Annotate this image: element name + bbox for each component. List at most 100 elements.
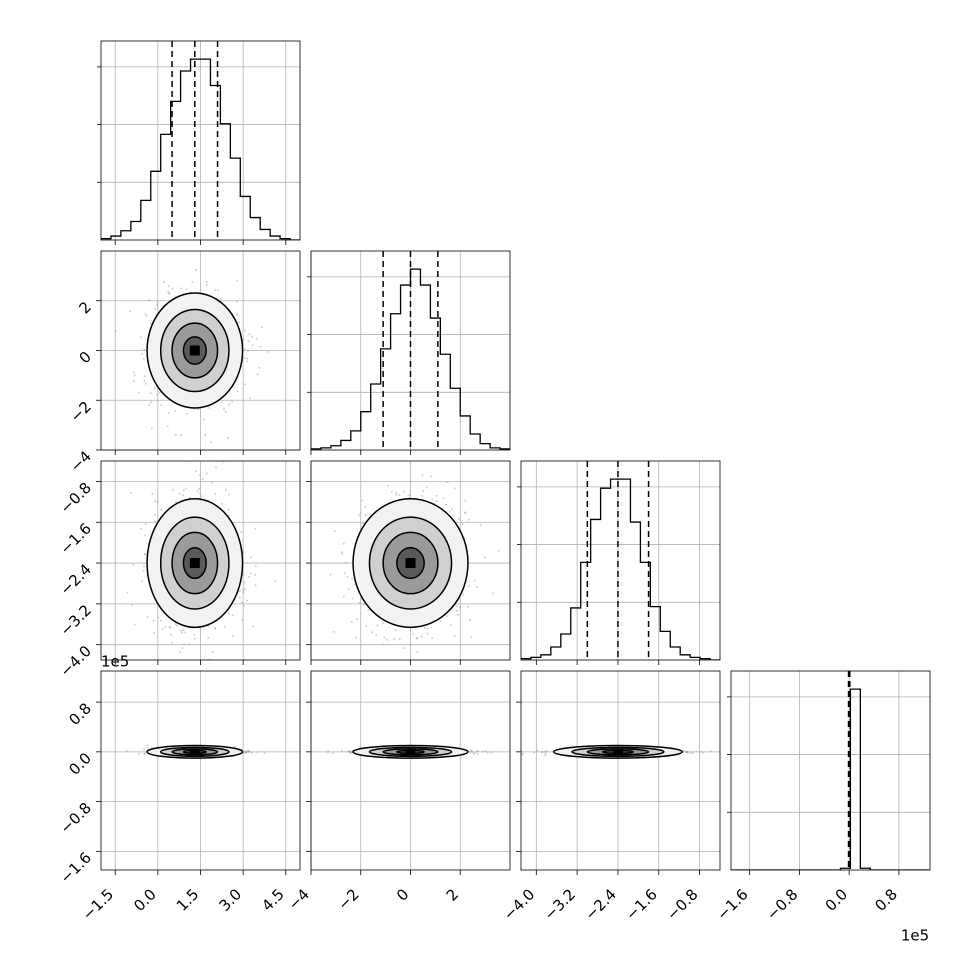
sample-point [182, 494, 185, 497]
histogram-panel-1 [307, 250, 511, 455]
sample-point [464, 511, 467, 514]
sample-point [174, 409, 177, 412]
density-contour-3-0-1 [159, 746, 230, 758]
sample-point [242, 591, 245, 594]
sample-point [142, 569, 145, 572]
sample-point [227, 403, 230, 406]
sample-point [141, 352, 144, 355]
sample-point [461, 523, 464, 526]
sample-point [153, 513, 156, 516]
sample-point [247, 575, 250, 578]
sample-point [198, 492, 201, 495]
sample-point [157, 616, 160, 619]
sample-point [143, 348, 146, 351]
sample-point [483, 556, 486, 559]
sample-point [144, 375, 147, 378]
sample-point [149, 392, 152, 395]
sample-point [444, 503, 447, 506]
sample-point [247, 340, 250, 343]
sample-point [162, 280, 165, 283]
density-peak-2-0 [189, 558, 200, 569]
sample-point [196, 489, 199, 492]
sample-point [484, 750, 487, 753]
sample-point [181, 647, 184, 650]
density-peak-2-1 [405, 558, 416, 569]
sample-point [381, 643, 384, 646]
sample-point [153, 631, 156, 634]
sample-point [364, 505, 367, 508]
sample-point [236, 313, 239, 316]
sample-point [186, 412, 189, 415]
sample-point [243, 588, 246, 591]
density-peak-3-0 [189, 748, 200, 755]
sample-point [340, 551, 343, 554]
sample-point [201, 495, 204, 498]
sample-point [453, 635, 456, 638]
sample-point [240, 601, 243, 604]
sample-point [231, 635, 234, 638]
sample-point [211, 481, 214, 484]
scatter-panel-3-2 [516, 670, 721, 875]
sample-point [160, 508, 163, 511]
sample-point [157, 501, 160, 504]
sample-point [180, 287, 183, 290]
sample-point [143, 380, 146, 383]
sample-point [167, 411, 170, 414]
sample-point [214, 627, 217, 630]
sample-point [358, 601, 361, 604]
sample-point [167, 290, 170, 293]
sample-point [332, 630, 335, 633]
sample-point [424, 626, 427, 629]
sample-point [171, 488, 174, 491]
sample-point [146, 744, 149, 747]
sample-point [182, 489, 185, 492]
sample-point [169, 633, 172, 636]
sample-point [191, 280, 194, 283]
sample-point [243, 581, 246, 584]
sample-point [146, 615, 149, 618]
sample-point [143, 752, 146, 755]
sample-point [154, 307, 157, 310]
sample-point [210, 441, 213, 444]
sample-point [481, 750, 484, 753]
sample-point [395, 493, 398, 496]
density-contour-1-0-3 [182, 336, 207, 365]
sample-point [241, 619, 244, 622]
sample-point [145, 382, 148, 385]
density-contour-3-1-1 [368, 746, 453, 758]
sample-point [149, 322, 152, 325]
sample-point [426, 632, 429, 635]
sample-point [455, 604, 458, 607]
histogram-panel-2 [517, 460, 721, 665]
sample-point [327, 750, 330, 753]
sample-point [346, 576, 349, 579]
density-contour-3-1-0 [352, 744, 469, 759]
sample-point [474, 751, 477, 754]
sample-point [456, 613, 459, 616]
sample-point [144, 313, 147, 316]
sample-point [180, 629, 183, 632]
sample-point [365, 624, 368, 627]
sample-point [131, 603, 134, 606]
sample-point [144, 522, 147, 525]
sample-point [183, 643, 186, 646]
sample-point [376, 624, 379, 627]
scatter-panel-2-0 [96, 460, 301, 665]
sample-point [256, 751, 259, 754]
sample-point [244, 383, 247, 386]
sample-point [193, 637, 196, 640]
sample-point [142, 358, 145, 361]
sample-point [204, 433, 207, 436]
sample-point [149, 401, 152, 404]
sample-point [421, 494, 424, 497]
sample-point [464, 499, 467, 502]
sample-point [340, 749, 343, 752]
sample-point [259, 345, 262, 348]
sample-point [126, 591, 129, 594]
sample-point [167, 292, 170, 295]
sample-point [242, 589, 245, 592]
sample-point [197, 408, 200, 411]
sample-point [249, 556, 252, 559]
sample-point [142, 565, 145, 568]
sample-point [347, 750, 350, 753]
